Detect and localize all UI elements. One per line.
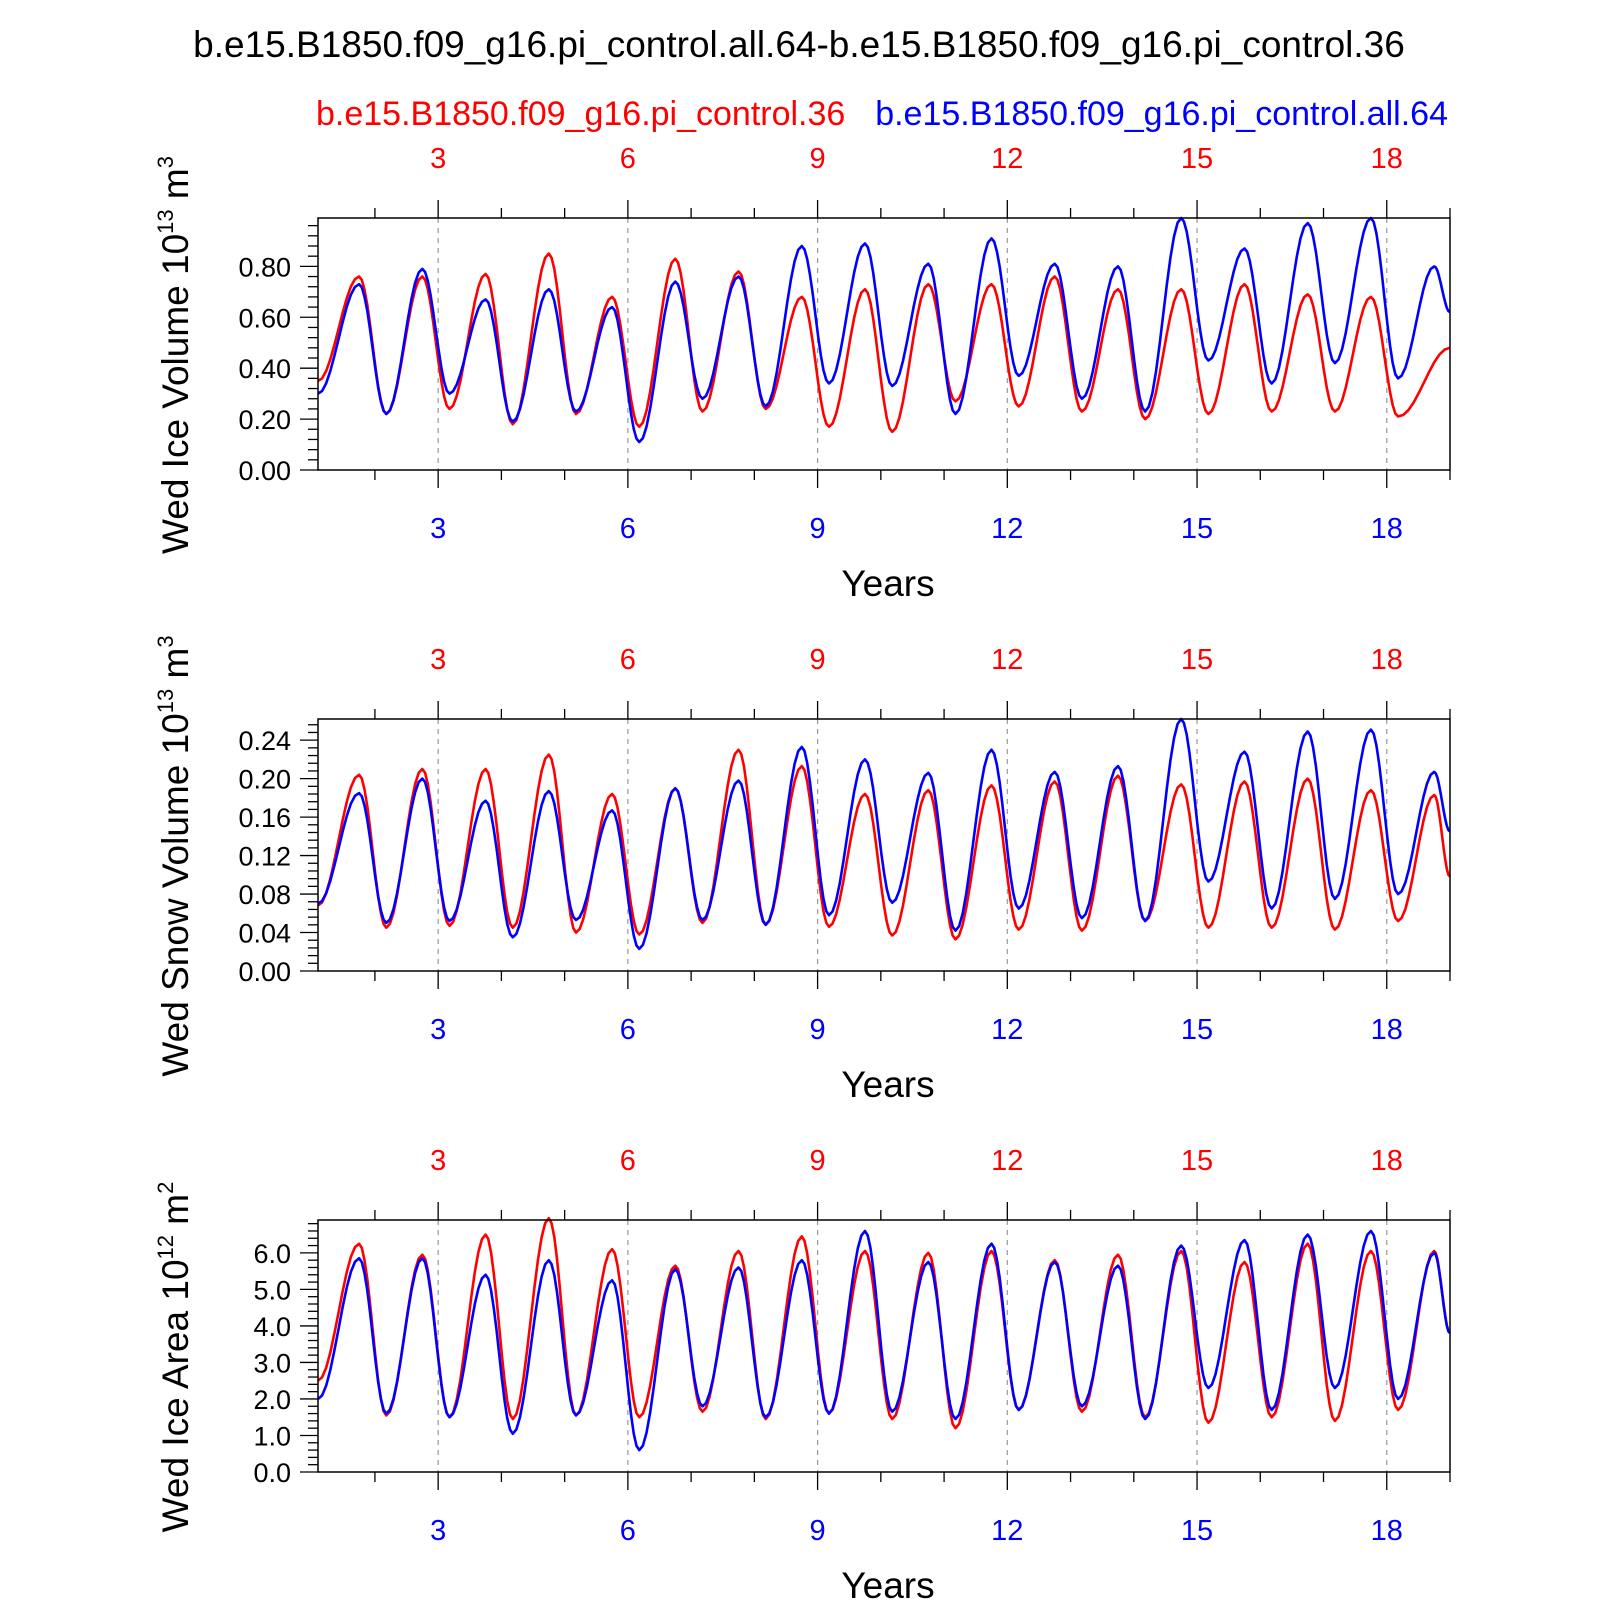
x-tick-label-bottom: 18 [1371, 1014, 1403, 1046]
y-tick-label: 0.80 [238, 252, 291, 282]
x-tick-label-top: 3 [430, 1145, 446, 1177]
series-line-red [317, 252, 1451, 434]
x-tick-label-top: 12 [991, 143, 1023, 175]
x-tick-label-bottom: 15 [1181, 513, 1213, 545]
y-axis-label-ylabel-exp: 13 [153, 689, 178, 713]
x-tick-label-top: 9 [810, 143, 826, 175]
plot-frame [317, 718, 1451, 972]
x-tick-label-bottom: 9 [810, 1515, 826, 1547]
y-tick-label: 6.0 [253, 1239, 291, 1269]
panels-group: 3 3 6 6 9 9 12 12 15 15 18 18 Years 0.00 0.20 0.40 0.60 0… [153, 143, 1452, 1600]
y-axis-label-ylabel-unit-exp: 3 [153, 156, 178, 168]
y-tick-label: 0.00 [238, 957, 291, 987]
x-axis-label: Years [841, 563, 934, 604]
x-tick-label-top: 15 [1181, 644, 1213, 676]
x-tick-label-bottom: 9 [810, 1014, 826, 1046]
x-tick-label-bottom: 12 [991, 513, 1023, 545]
x-tick-label-bottom: 12 [991, 1014, 1023, 1046]
x-tick-label-bottom: 18 [1371, 1515, 1403, 1547]
y-tick-label: 0.60 [238, 303, 291, 333]
figure-title: b.e15.B1850.f09_g16.pi_control.all.64-b.… [193, 24, 1405, 65]
x-tick-label-top: 9 [810, 1145, 826, 1177]
x-tick-label-bottom: 3 [430, 513, 446, 545]
x-tick-label-top: 12 [991, 1145, 1023, 1177]
x-tick-label-top: 18 [1371, 143, 1403, 175]
y-tick-label: 1.0 [253, 1421, 291, 1451]
y-axis-label-ylabel-exp: 12 [153, 1235, 178, 1259]
y-axis-label: Wed Ice Volume 1013 m3 [153, 156, 196, 554]
y-tick-label: 0.20 [238, 765, 291, 795]
y-tick-label: 0.0 [253, 1458, 291, 1488]
y-tick-label: 0.40 [238, 354, 291, 384]
y-axis-label-ylabel-unit: m [155, 648, 196, 689]
x-tick-label-top: 3 [430, 644, 446, 676]
y-axis-label: Wed Ice Area 1012 m2 [153, 1182, 196, 1533]
series-line-red [317, 748, 1452, 941]
y-tick-label: 0.24 [238, 726, 291, 756]
x-tick-label-top: 6 [620, 1145, 636, 1177]
x-tick-label-bottom: 15 [1181, 1014, 1213, 1046]
x-tick-label-bottom: 6 [620, 513, 636, 545]
x-axis-label: Years [841, 1565, 934, 1600]
x-tick-label-bottom: 3 [430, 1515, 446, 1547]
x-tick-label-top: 15 [1181, 1145, 1213, 1177]
x-tick-label-top: 3 [430, 143, 446, 175]
y-axis-label-ylabel-exp: 13 [153, 209, 178, 233]
x-tick-label-top: 9 [810, 644, 826, 676]
x-tick-label-top: 15 [1181, 143, 1213, 175]
x-tick-label-top: 12 [991, 644, 1023, 676]
panel-2: 3 3 6 6 9 9 12 12 15 15 18 18 Years 0.00 0.04 0.08 0.12 0… [153, 635, 1452, 1105]
y-tick-label: 0.12 [238, 842, 291, 872]
series-line-blue [317, 717, 1451, 951]
y-tick-label: 5.0 [253, 1275, 291, 1305]
x-tick-label-bottom: 12 [991, 1515, 1023, 1547]
y-axis-label-ylabel-unit-exp: 3 [153, 635, 178, 647]
y-axis-label-ylabel-main: Wed Ice Volume 10 [155, 234, 196, 554]
y-tick-label: 4.0 [253, 1312, 291, 1342]
y-axis-label-ylabel-unit: m [155, 1194, 196, 1235]
x-tick-label-bottom: 6 [620, 1014, 636, 1046]
x-tick-label-top: 6 [620, 143, 636, 175]
x-tick-label-top: 6 [620, 644, 636, 676]
panel-3: 3 3 6 6 9 9 12 12 15 15 18 18 Years 0.0 1.0 2.0 3.0 4.0 5.… [153, 1145, 1452, 1600]
plot-frame [317, 217, 1451, 471]
legend-label-blue: b.e15.B1850.f09_g16.pi_control.all.64 [875, 95, 1448, 133]
x-tick-label-bottom: 3 [430, 1014, 446, 1046]
x-tick-label-bottom: 15 [1181, 1515, 1213, 1547]
y-axis-label: Wed Snow Volume 1013 m3 [153, 635, 196, 1076]
y-tick-label: 0.16 [238, 803, 291, 833]
x-tick-label-bottom: 6 [620, 1515, 636, 1547]
series-line-red [317, 1216, 1452, 1430]
y-axis-label-ylabel-main: Wed Ice Area 10 [155, 1259, 196, 1532]
series-line-blue [317, 1229, 1451, 1452]
y-axis-label-ylabel-unit-exp: 2 [153, 1182, 178, 1194]
x-tick-label-bottom: 18 [1371, 513, 1403, 545]
x-axis-label: Years [841, 1064, 934, 1105]
x-tick-label-top: 18 [1371, 1145, 1403, 1177]
y-tick-label: 0.00 [238, 456, 291, 486]
y-tick-label: 2.0 [253, 1385, 291, 1415]
y-axis-label-ylabel-main: Wed Snow Volume 10 [155, 713, 196, 1076]
x-tick-label-top: 18 [1371, 644, 1403, 676]
y-tick-label: 0.20 [238, 405, 291, 435]
x-tick-label-bottom: 9 [810, 513, 826, 545]
plot-frame [317, 1219, 1451, 1473]
panel-1: 3 3 6 6 9 9 12 12 15 15 18 18 Years 0.00 0.20 0.40 0.60 0… [153, 143, 1451, 604]
legend-label-red: b.e15.B1850.f09_g16.pi_control.36 [316, 95, 845, 133]
series-line-blue [317, 216, 1451, 444]
y-axis-label-ylabel-unit: m [155, 168, 196, 209]
y-tick-label: 0.04 [238, 919, 291, 949]
y-tick-label: 3.0 [253, 1348, 291, 1378]
y-tick-label: 0.08 [238, 880, 291, 910]
